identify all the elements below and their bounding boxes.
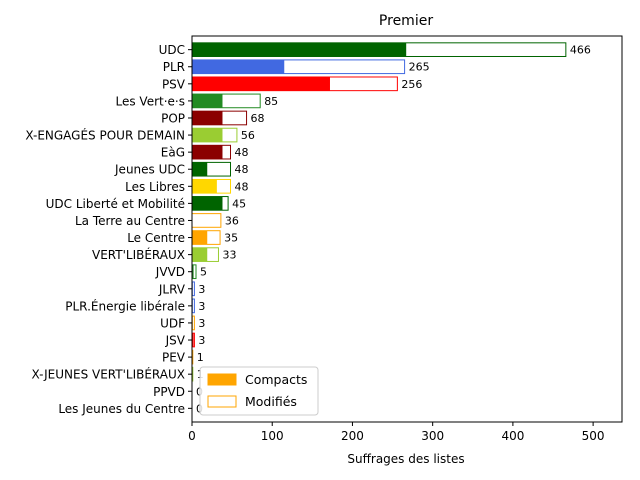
- bar-value-label: 466: [570, 44, 591, 57]
- bar-compacts: [192, 333, 194, 347]
- y-tick-label: UDC Liberté et Mobilité: [46, 197, 185, 211]
- y-tick-label: UDF: [160, 316, 185, 330]
- y-tick-label: PEV: [162, 351, 186, 365]
- bar-value-label: 48: [235, 180, 249, 193]
- bar-value-label: 68: [251, 112, 265, 125]
- value-labels-group: 46626525685685648484845363533533331100: [196, 44, 591, 416]
- bar-value-label: 45: [232, 197, 246, 210]
- x-axis-label: Suffrages des listes: [347, 452, 464, 466]
- y-tick-label: JVVD: [155, 265, 185, 279]
- y-tick-label: VERT'LIBÉRAUX: [92, 247, 185, 262]
- bar-value-label: 35: [224, 232, 238, 245]
- bar-value-label: 3: [198, 334, 205, 347]
- x-tick-label: 200: [341, 429, 364, 443]
- legend-swatch: [207, 373, 237, 386]
- y-tick-label: X-JEUNES VERT'LIBÉRAUX: [31, 367, 185, 382]
- y-tick-label: Jeunes UDC: [114, 163, 185, 177]
- legend-label: Compacts: [245, 372, 307, 387]
- y-tick-label: UDC: [159, 43, 185, 57]
- bar-compacts: [192, 247, 208, 262]
- bar-compacts: [192, 128, 223, 142]
- bar-modifies: [191, 213, 222, 228]
- y-tick-label: Le Centre: [127, 231, 185, 245]
- bar-value-label: 265: [409, 61, 430, 74]
- bar-value-label: 3: [198, 300, 205, 313]
- y-tick-label: JSV: [165, 334, 186, 348]
- x-tick-label: 0: [188, 429, 196, 443]
- bar-compacts: [192, 264, 194, 279]
- bar-value-label: 48: [235, 163, 249, 176]
- bar-value-label: 56: [241, 129, 255, 142]
- y-tick-label: POP: [161, 111, 185, 125]
- bar-compacts: [192, 162, 208, 177]
- bar-compacts: [192, 94, 223, 108]
- bar-value-label: 3: [198, 317, 205, 330]
- y-axis: UDC PLR PSV Les Vert·e·s POP X-ENGAGÉS POUR D…: [25, 43, 192, 416]
- legend-label: Modifiés: [245, 394, 297, 409]
- bar-compacts: [192, 111, 223, 125]
- x-tick-label: 100: [261, 429, 284, 443]
- x-tick-label: 400: [501, 429, 524, 443]
- x-tick-label: 500: [582, 429, 605, 443]
- legend-swatch: [207, 395, 237, 408]
- bar-value-label: 36: [225, 214, 239, 227]
- bar-compacts: [192, 230, 208, 245]
- y-tick-label: PLR.Énergie libérale: [65, 298, 185, 313]
- bar-compacts: [192, 59, 285, 74]
- legend: Compacts Modifiés: [199, 366, 319, 416]
- bar-compacts: [192, 145, 223, 159]
- bar-value-label: 5: [200, 266, 207, 279]
- y-tick-label: JLRV: [158, 282, 186, 296]
- y-tick-label: PPVD: [153, 385, 185, 399]
- y-tick-label: Les Vert·e·s: [116, 94, 186, 108]
- bar-compacts: [192, 196, 223, 211]
- plot-frame: [191, 35, 623, 423]
- y-tick-label: EàG: [161, 146, 185, 160]
- y-tick-label: La Terre au Centre: [75, 214, 185, 228]
- chart-title: Premier: [379, 13, 433, 29]
- bar-compacts: [192, 76, 330, 91]
- bars-group: [191, 42, 567, 382]
- bar-value-label: 85: [264, 95, 278, 108]
- bar-compacts: [192, 42, 407, 57]
- x-axis: 0 100 200 300 400 500: [188, 422, 605, 443]
- bar-value-label: 256: [401, 78, 422, 91]
- x-tick-label: 300: [421, 429, 444, 443]
- bar-compacts: [192, 179, 217, 194]
- y-tick-label: X-ENGAGÉS POUR DEMAIN: [25, 128, 185, 143]
- bar-value-label: 1: [197, 351, 204, 364]
- y-tick-label: PLR: [163, 60, 185, 74]
- bar-value-label: 33: [222, 249, 236, 262]
- bar-value-label: 3: [198, 283, 205, 296]
- y-tick-label: Les Jeunes du Centre: [58, 402, 185, 416]
- y-tick-label: PSV: [162, 77, 186, 91]
- bar-value-label: 48: [235, 146, 249, 159]
- y-tick-label: Les Libres: [125, 180, 185, 194]
